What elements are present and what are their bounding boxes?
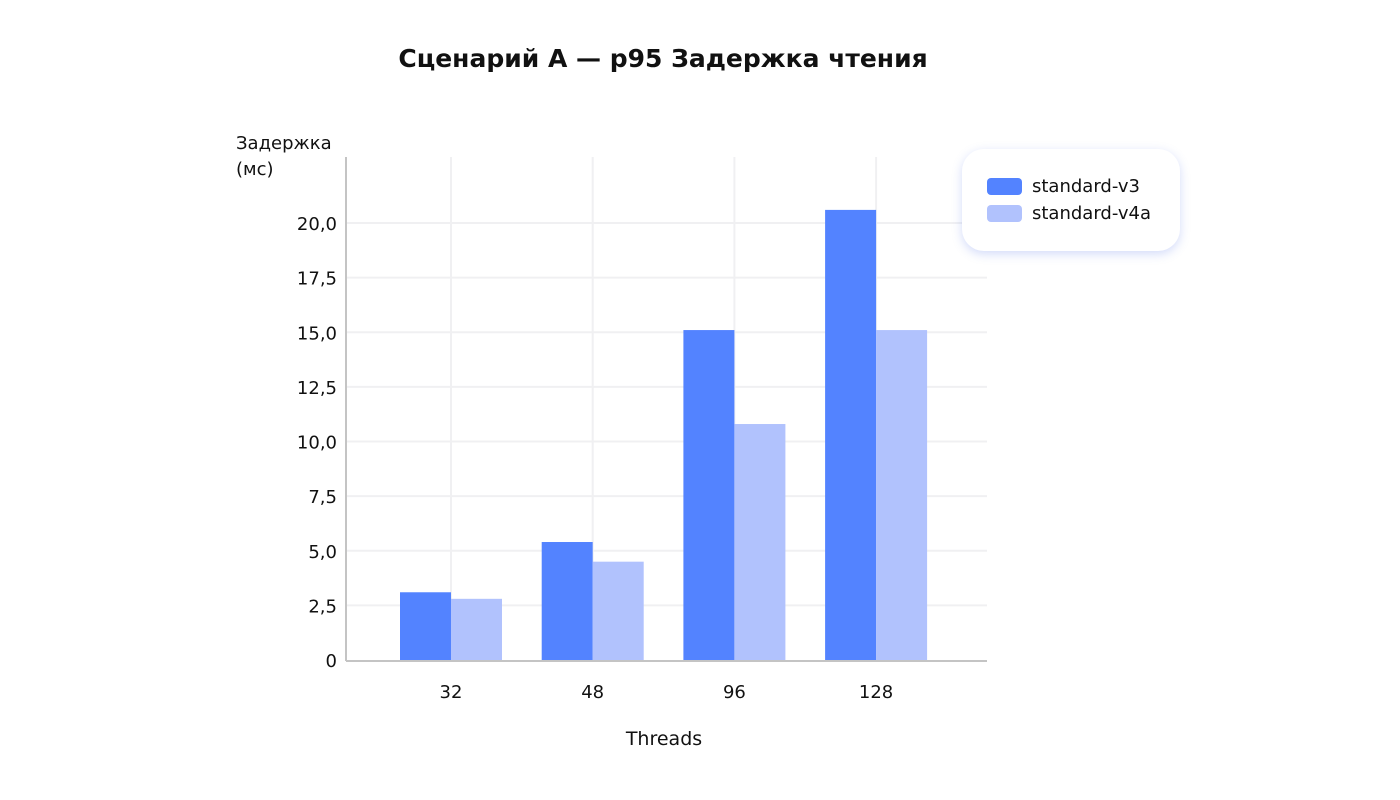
y-tick-label: 2,5 — [308, 596, 337, 617]
x-tick-label: 128 — [859, 682, 893, 703]
legend-label: standard-v3 — [1032, 176, 1140, 197]
y-tick-label: 5,0 — [308, 542, 337, 563]
bar-standard-v4a-128 — [876, 330, 928, 660]
x-axis-label: Threads — [625, 728, 703, 750]
y-axis-label: Задержка (мс) — [236, 133, 332, 180]
bar-standard-v3-128 — [825, 209, 877, 660]
legend-swatch — [987, 178, 1022, 195]
bar-standard-v3-48 — [541, 542, 593, 660]
x-tick-label: 96 — [723, 682, 746, 703]
legend-swatch — [987, 205, 1022, 222]
bar-standard-v4a-48 — [592, 561, 644, 660]
legend-item-standard-v4a: standard-v4a — [987, 203, 1151, 224]
bar-standard-v4a-32 — [451, 598, 502, 660]
y-tick-label: 0 — [326, 651, 337, 672]
bar-standard-v3-96 — [683, 330, 735, 660]
bar-standard-v3-32 — [400, 592, 451, 660]
legend-label: standard-v4a — [1032, 203, 1151, 224]
y-tick-label: 20,0 — [297, 214, 337, 235]
x-tick-label: 32 — [440, 682, 463, 703]
legend-item-standard-v3: standard-v3 — [987, 176, 1140, 197]
chart-title: Сценарий А — p95 Задержка чтения — [398, 44, 928, 73]
y-tick-label: 7,5 — [308, 487, 337, 508]
y-tick-label: 17,5 — [297, 269, 337, 290]
x-tick-label: 48 — [581, 682, 604, 703]
legend: standard-v3 standard-v4a — [962, 149, 1180, 251]
y-tick-label: 15,0 — [297, 323, 337, 344]
y-tick-label: 12,5 — [297, 378, 337, 399]
bar-standard-v4a-96 — [734, 424, 786, 660]
y-tick-label: 10,0 — [297, 433, 337, 454]
